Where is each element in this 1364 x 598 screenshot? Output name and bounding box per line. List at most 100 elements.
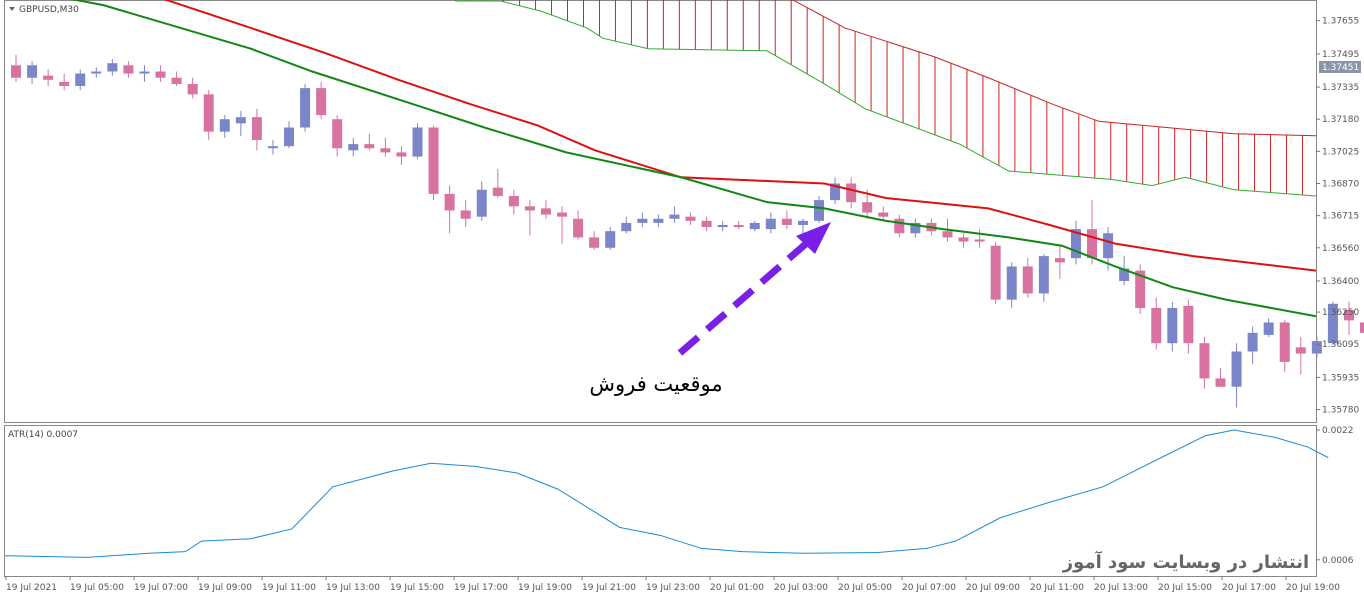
candle-body (428, 127, 439, 194)
candle-body (508, 195, 519, 207)
time-tick-label: 19 Jul 15:00 (390, 583, 444, 593)
candle-body (187, 83, 198, 95)
candle-body (251, 117, 262, 140)
candle-body (685, 216, 696, 221)
time-tick-label: 19 Jul 21:00 (582, 583, 636, 593)
time-tick-label: 20 Jul 11:00 (1030, 583, 1084, 593)
candle-body (1151, 307, 1162, 344)
candle-body (1360, 322, 1364, 333)
candle-body (573, 218, 584, 238)
candle-body (139, 71, 150, 74)
price-tick-label: 1.35780 (1322, 406, 1359, 416)
candle-body (396, 152, 407, 157)
sell-position-label: موقعیت فروش (589, 372, 722, 396)
candle-body (1343, 310, 1354, 321)
current-price-badge (1319, 61, 1361, 73)
candle-body (1183, 305, 1194, 344)
green-moving-average (70, 0, 1317, 318)
time-tick-label: 19 Jul 05:00 (70, 583, 124, 593)
candle-body (300, 88, 311, 128)
chevron-down-icon[interactable] (9, 7, 15, 11)
time-tick-label: 19 Jul 19:00 (518, 583, 572, 593)
candle-body (1199, 343, 1210, 379)
candle-body (1247, 332, 1258, 352)
candle-body (637, 218, 648, 223)
candle-body (59, 81, 70, 87)
time-tick-label: 20 Jul 01:00 (710, 583, 764, 593)
price-axis: 1.37655 1.37495 1.37335 1.37180 1.37025 1.368… (1316, 17, 1359, 566)
price-tick-label: 1.36560 (1322, 244, 1359, 254)
candle-body (476, 189, 487, 217)
time-tick-label: 19 Jul 07:00 (134, 583, 188, 593)
time-tick-label: 20 Jul 13:00 (1094, 583, 1148, 593)
price-tick-label: 1.37495 (1322, 50, 1359, 60)
candle-body (878, 212, 889, 217)
candle-body (701, 220, 712, 228)
candle-body (958, 237, 969, 242)
atr-panel-frame (4, 425, 1317, 577)
atr-tick-label: 0.0022 (1322, 426, 1354, 436)
candle-body (717, 224, 728, 228)
candle-body (380, 148, 391, 153)
time-tick-label: 19 Jul 2021 (6, 583, 57, 593)
candle-body (123, 65, 134, 74)
candle-body (364, 144, 375, 149)
candle-body (1038, 256, 1049, 294)
time-tick-label: 19 Jul 09:00 (198, 583, 252, 593)
indicator-label: ATR(14) 0.0007 (8, 430, 78, 440)
time-tick-label: 20 Jul 05:00 (838, 583, 892, 593)
candlesticks (11, 54, 1364, 408)
candle-body (1103, 233, 1114, 259)
candle-body (75, 73, 86, 87)
candle-body (412, 127, 423, 157)
candle-body (749, 222, 760, 230)
candle-body (846, 183, 857, 203)
time-tick-label: 20 Jul 07:00 (902, 583, 956, 593)
candle-body (524, 206, 535, 211)
candle-body (316, 88, 327, 116)
candle-body (267, 146, 278, 149)
candle-body (348, 144, 359, 151)
candle-body (1054, 258, 1065, 263)
time-tick-label: 19 Jul 11:00 (262, 583, 316, 593)
time-tick-label: 19 Jul 23:00 (646, 583, 700, 593)
candle-body (765, 218, 776, 230)
candle-body (540, 208, 551, 215)
candle-body (894, 218, 905, 234)
price-tick-label: 1.36250 (1322, 308, 1359, 318)
candle-body (1070, 229, 1081, 259)
price-tick-label: 1.37025 (1322, 147, 1359, 157)
candle-body (107, 63, 118, 72)
candle-body (814, 200, 824, 221)
atr-series-line (4, 429, 1329, 558)
candle-body (1022, 266, 1033, 294)
candle-body (1279, 322, 1290, 362)
watermark-text: انتشار در وبسایت سود آموز (1062, 550, 1309, 573)
candle-body (733, 224, 744, 228)
candle-body (797, 220, 808, 225)
candle-body (155, 71, 166, 78)
price-tick-label: 1.36715 (1322, 212, 1359, 222)
candle-body (284, 127, 295, 147)
price-tick-label: 1.35935 (1322, 373, 1359, 383)
candle-body (91, 71, 102, 74)
candle-body (653, 218, 664, 223)
symbol-label: GBPUSD,M30 (19, 5, 79, 15)
moving-averages (70, 0, 1317, 318)
time-axis: 19 Jul 2021 19 Jul 05:00 19 Jul 07:00 19 Ju… (5, 576, 1340, 593)
time-tick-label: 20 Jul 15:00 (1158, 583, 1212, 593)
candle-body (621, 222, 632, 232)
price-tick-label: 1.37655 (1322, 17, 1359, 27)
candle-body (974, 239, 985, 242)
current-price-label: 1.37451 (1322, 63, 1359, 73)
candle-body (990, 245, 1001, 300)
candle-body (235, 117, 246, 124)
price-tick-label: 1.37180 (1322, 115, 1359, 125)
candle-body (1119, 268, 1130, 281)
candle-body (1006, 266, 1017, 300)
candle-body (203, 94, 214, 132)
price-tick-label: 1.36095 (1322, 340, 1359, 350)
main-chart-frame (4, 0, 1317, 423)
candle-body (1327, 303, 1338, 344)
